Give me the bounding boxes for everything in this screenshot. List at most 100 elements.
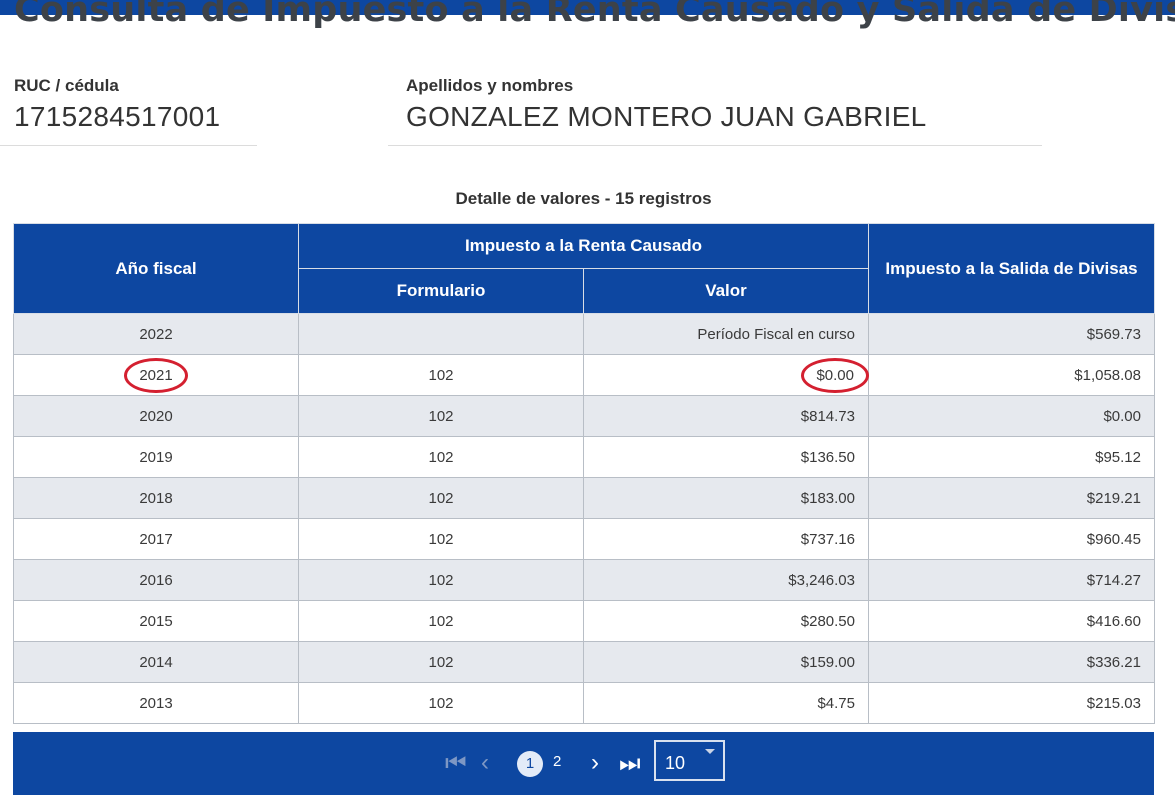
- cell-year: 2018: [13, 477, 299, 519]
- cell-form-text: 102: [428, 612, 454, 630]
- header-isd: Impuesto a la Salida de Divisas: [868, 223, 1155, 314]
- cell-form: 102: [298, 682, 584, 724]
- table-row: 2015 102 $280.50 $416.60: [13, 600, 1155, 642]
- cell-value: $4.75: [583, 682, 869, 724]
- cell-form-text: 102: [428, 407, 454, 425]
- cell-year: 2016: [13, 559, 299, 601]
- page-1-button[interactable]: 1: [517, 751, 543, 777]
- cell-form-text: 102: [428, 489, 454, 507]
- cell-value: $136.50: [583, 436, 869, 478]
- cell-year-text: 2014: [139, 653, 173, 671]
- cell-value: $0.00: [583, 354, 869, 396]
- page-size-select[interactable]: 10: [654, 740, 725, 781]
- cell-form-text: 102: [428, 366, 454, 384]
- cell-value: $183.00: [583, 477, 869, 519]
- cell-isd: $416.60: [868, 600, 1155, 642]
- cell-form-text: 102: [428, 571, 454, 589]
- cell-year: 2021: [13, 354, 299, 396]
- cell-value: $280.50: [583, 600, 869, 642]
- cell-value: $159.00: [583, 641, 869, 683]
- highlight-circle-value: $0.00: [801, 357, 869, 393]
- cell-form-text: 102: [428, 448, 454, 466]
- table-row: 2013 102 $4.75 $215.03: [13, 682, 1155, 724]
- cell-form-text: 102: [428, 694, 454, 712]
- ruc-label: RUC / cédula: [14, 76, 119, 95]
- table-row: 2021 102 $0.00 $1,058.08: [13, 354, 1155, 396]
- cell-value-text: $4.75: [817, 694, 855, 712]
- table-row: 2016 102 $3,246.03 $714.27: [13, 559, 1155, 601]
- table-row: 2019 102 $136.50 $95.12: [13, 436, 1155, 478]
- cell-year: 2015: [13, 600, 299, 642]
- cell-year-text: 2015: [139, 612, 173, 630]
- chevron-right-icon[interactable]: ›: [591, 749, 599, 776]
- table-body: 2022 Período Fiscal en curso $569.73 2021 10…: [13, 313, 1155, 724]
- header-year: Año fiscal: [13, 223, 299, 314]
- cell-isd-text: $714.27: [1086, 571, 1141, 589]
- cell-form: 102: [298, 436, 584, 478]
- page-2-button[interactable]: 2: [553, 753, 562, 770]
- cell-year: 2014: [13, 641, 299, 683]
- cell-value-text: $183.00: [800, 489, 855, 507]
- header-income-tax-group: Impuesto a la Renta Causado: [298, 223, 869, 269]
- cell-year-text: 2022: [139, 325, 173, 343]
- cell-value: Período Fiscal en curso: [583, 313, 869, 355]
- cell-isd-text: $1,058.08: [1074, 366, 1141, 384]
- cell-isd-text: $960.45: [1086, 530, 1141, 548]
- cell-isd-text: $336.21: [1086, 653, 1141, 671]
- first-page-icon[interactable]: ⏮: [445, 750, 467, 777]
- highlight-circle-year: 2021: [124, 357, 188, 393]
- cell-year: 2013: [13, 682, 299, 724]
- cell-isd-text: $215.03: [1086, 694, 1141, 712]
- cell-isd: $215.03: [868, 682, 1155, 724]
- header-form: Formulario: [298, 268, 584, 314]
- pagination-bar: ⏮ ‹ 1 2 › ⏭ 10: [13, 732, 1154, 795]
- cell-value: $737.16: [583, 518, 869, 560]
- cell-isd: $714.27: [868, 559, 1155, 601]
- cell-year-text: 2020: [139, 407, 173, 425]
- cell-form-text: 102: [428, 530, 454, 548]
- cell-value-text: $814.73: [800, 407, 855, 425]
- cell-isd: $336.21: [868, 641, 1155, 683]
- cell-year: 2019: [13, 436, 299, 478]
- top-bar: [0, 0, 1175, 15]
- cell-form: 102: [298, 559, 584, 601]
- cell-form: 102: [298, 518, 584, 560]
- cell-form: 102: [298, 354, 584, 396]
- cell-value-text: $136.50: [800, 448, 855, 466]
- page-size-value: 10: [665, 753, 686, 773]
- cell-value-text: $737.16: [800, 530, 855, 548]
- cell-value-text: $280.50: [800, 612, 855, 630]
- cell-year: 2020: [13, 395, 299, 437]
- last-page-icon[interactable]: ⏭: [619, 750, 641, 777]
- page-title: Consulta de Impuesto a la Renta Causado …: [14, 0, 1175, 30]
- cell-value-text: Período Fiscal en curso: [697, 325, 855, 343]
- cell-isd-text: $569.73: [1086, 325, 1141, 343]
- cell-form: 102: [298, 641, 584, 683]
- dropdown-caret-icon: [705, 749, 715, 754]
- table-row: 2020 102 $814.73 $0.00: [13, 395, 1155, 437]
- table-row: 2017 102 $737.16 $960.45: [13, 518, 1155, 560]
- cell-form: 102: [298, 395, 584, 437]
- cell-form-text: 102: [428, 653, 454, 671]
- cell-isd: $95.12: [868, 436, 1155, 478]
- chevron-left-icon[interactable]: ‹: [481, 749, 489, 776]
- cell-year-text: 2013: [139, 694, 173, 712]
- cell-year: 2022: [13, 313, 299, 355]
- cell-value: $3,246.03: [583, 559, 869, 601]
- cell-isd-text: $0.00: [1103, 407, 1141, 425]
- cell-value-text: $3,246.03: [788, 571, 855, 589]
- table-row: 2018 102 $183.00 $219.21: [13, 477, 1155, 519]
- name-label: Apellidos y nombres: [406, 76, 574, 95]
- cell-isd: $219.21: [868, 477, 1155, 519]
- cell-isd: $569.73: [868, 313, 1155, 355]
- cell-isd: $0.00: [868, 395, 1155, 437]
- cell-value-text: $159.00: [800, 653, 855, 671]
- cell-year-text: 2016: [139, 571, 173, 589]
- cell-year-text: 2019: [139, 448, 173, 466]
- cell-form: [298, 313, 584, 355]
- cell-year-text: 2018: [139, 489, 173, 507]
- cell-form: 102: [298, 600, 584, 642]
- cell-isd-text: $219.21: [1086, 489, 1141, 507]
- header-value: Valor: [583, 268, 869, 314]
- table-row: 2022 Período Fiscal en curso $569.73: [13, 313, 1155, 355]
